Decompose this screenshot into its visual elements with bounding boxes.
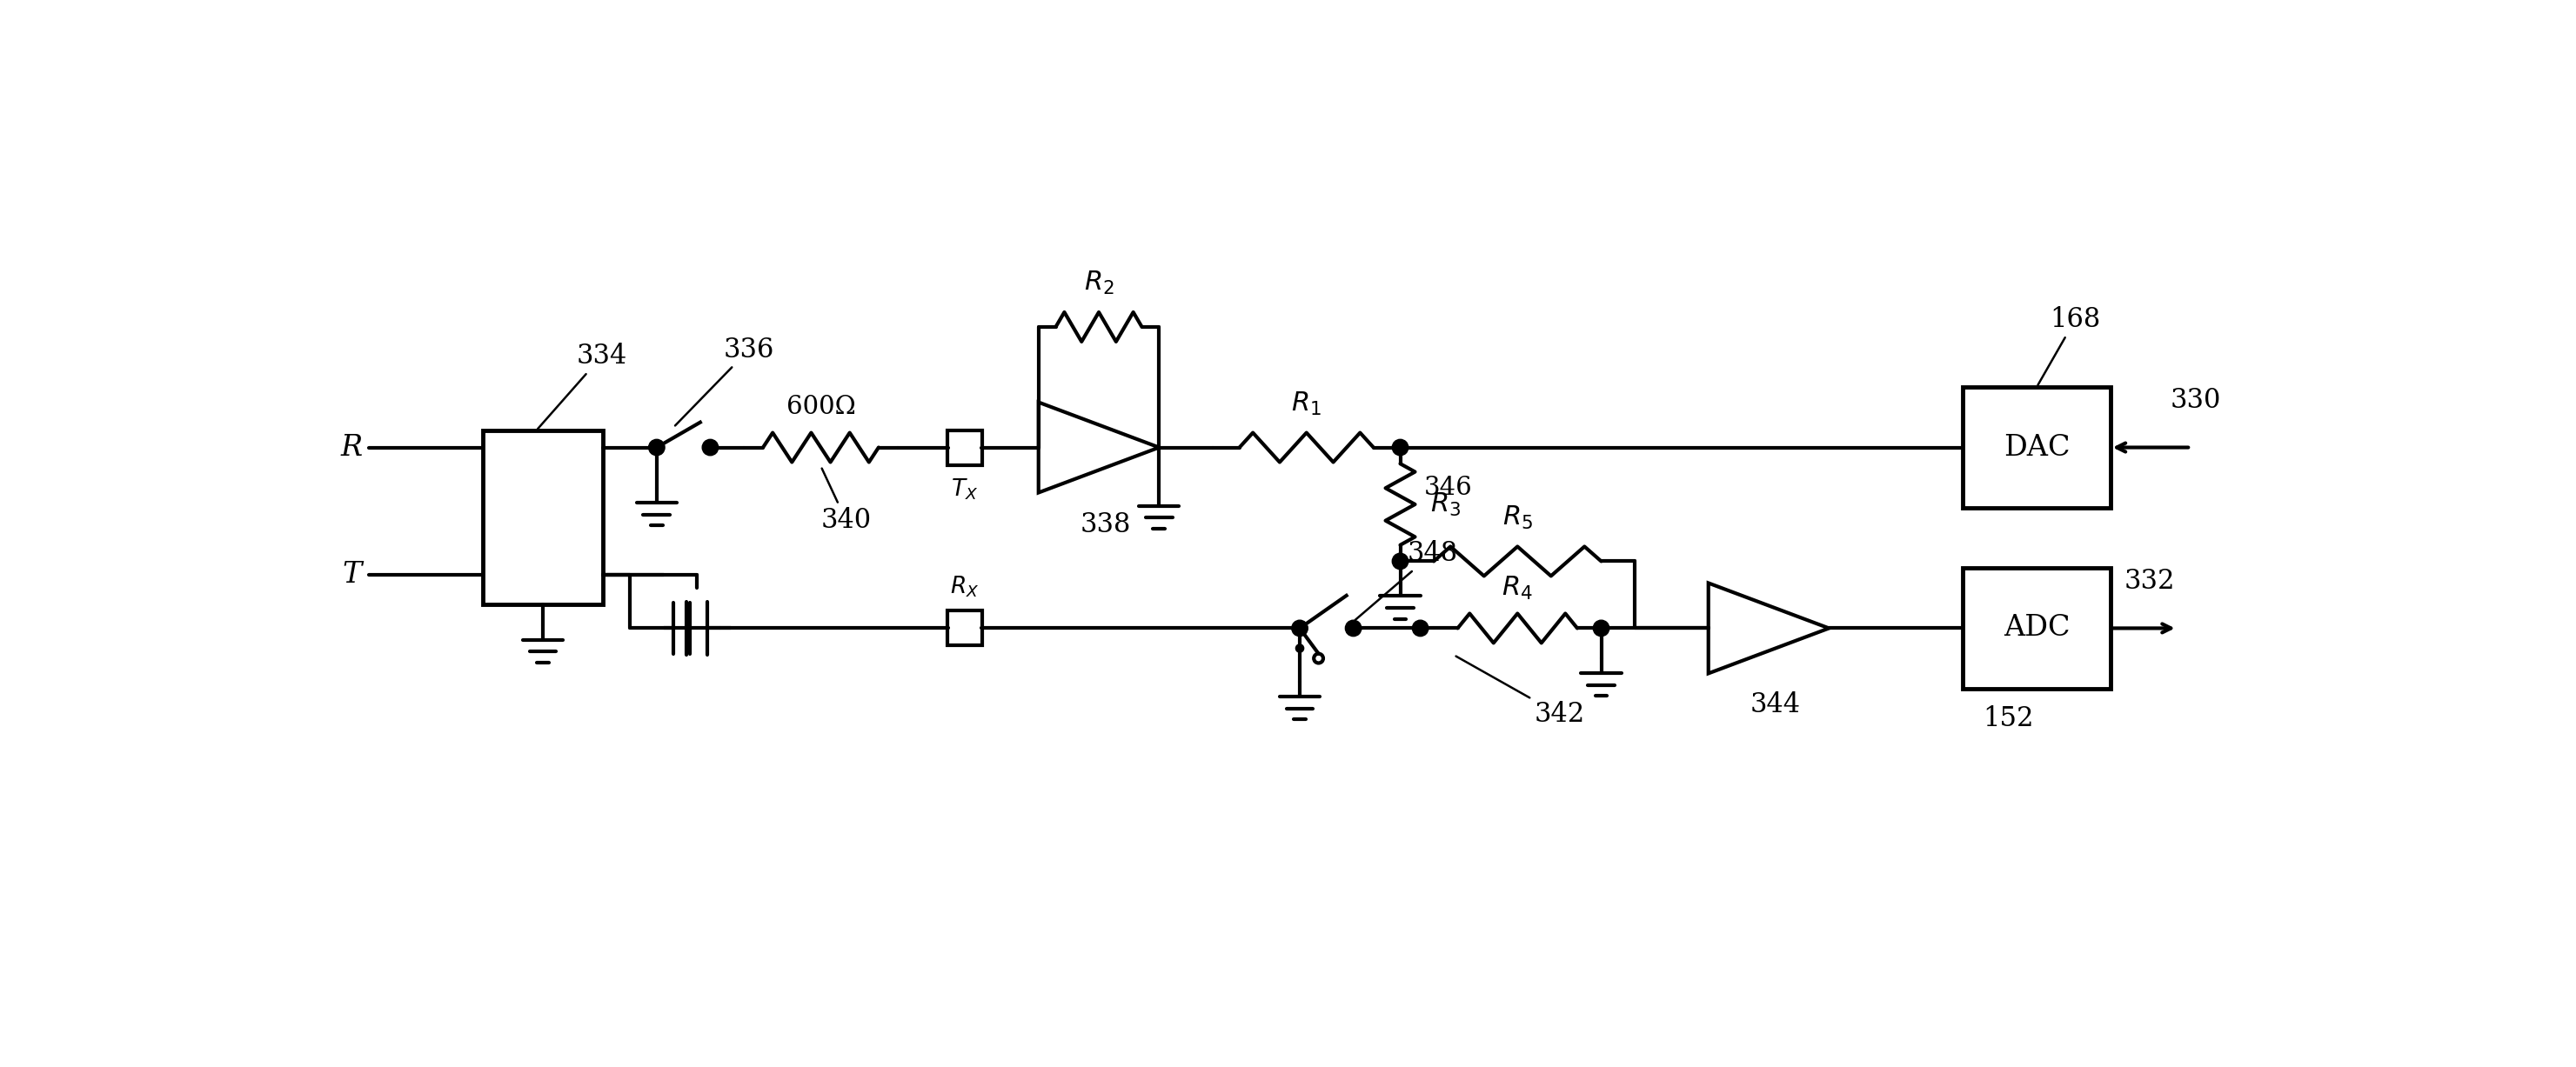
Text: 340: 340 xyxy=(822,468,871,534)
FancyBboxPatch shape xyxy=(482,431,603,605)
Circle shape xyxy=(1412,620,1427,636)
Text: $T_X$: $T_X$ xyxy=(951,477,979,501)
Text: $R_4$: $R_4$ xyxy=(1502,574,1533,602)
Circle shape xyxy=(1391,440,1409,456)
Text: $R_1$: $R_1$ xyxy=(1291,391,1321,417)
Text: 600Ω: 600Ω xyxy=(786,395,855,419)
Circle shape xyxy=(1291,620,1309,636)
FancyBboxPatch shape xyxy=(948,430,981,465)
Text: 332: 332 xyxy=(2123,568,2174,594)
Text: $R_3$: $R_3$ xyxy=(1430,491,1461,517)
Polygon shape xyxy=(1708,583,1829,673)
Text: 336: 336 xyxy=(675,336,775,426)
FancyBboxPatch shape xyxy=(1963,568,2110,688)
Text: 346: 346 xyxy=(1425,476,1473,499)
Text: $R_5$: $R_5$ xyxy=(1502,505,1533,531)
Text: T: T xyxy=(343,561,361,589)
Circle shape xyxy=(1296,644,1303,652)
Text: R: R xyxy=(340,433,363,461)
Circle shape xyxy=(649,440,665,456)
Text: 330: 330 xyxy=(2172,387,2221,414)
Text: 168: 168 xyxy=(2038,306,2099,385)
Polygon shape xyxy=(1038,402,1159,493)
Text: ADC: ADC xyxy=(2004,615,2071,642)
Circle shape xyxy=(1345,620,1360,636)
Text: 344: 344 xyxy=(1749,691,1801,719)
FancyBboxPatch shape xyxy=(948,610,981,646)
Text: 342: 342 xyxy=(1455,656,1584,728)
Text: $R_2$: $R_2$ xyxy=(1084,270,1113,297)
FancyBboxPatch shape xyxy=(1963,387,2110,508)
Circle shape xyxy=(703,440,719,456)
Text: $R_X$: $R_X$ xyxy=(951,574,979,599)
Text: 348: 348 xyxy=(1355,540,1458,620)
Circle shape xyxy=(1592,620,1610,636)
Text: 338: 338 xyxy=(1079,511,1131,538)
Text: 334: 334 xyxy=(538,343,626,429)
Text: DAC: DAC xyxy=(2004,433,2071,461)
Circle shape xyxy=(1391,553,1409,570)
Text: 152: 152 xyxy=(1984,705,2035,732)
